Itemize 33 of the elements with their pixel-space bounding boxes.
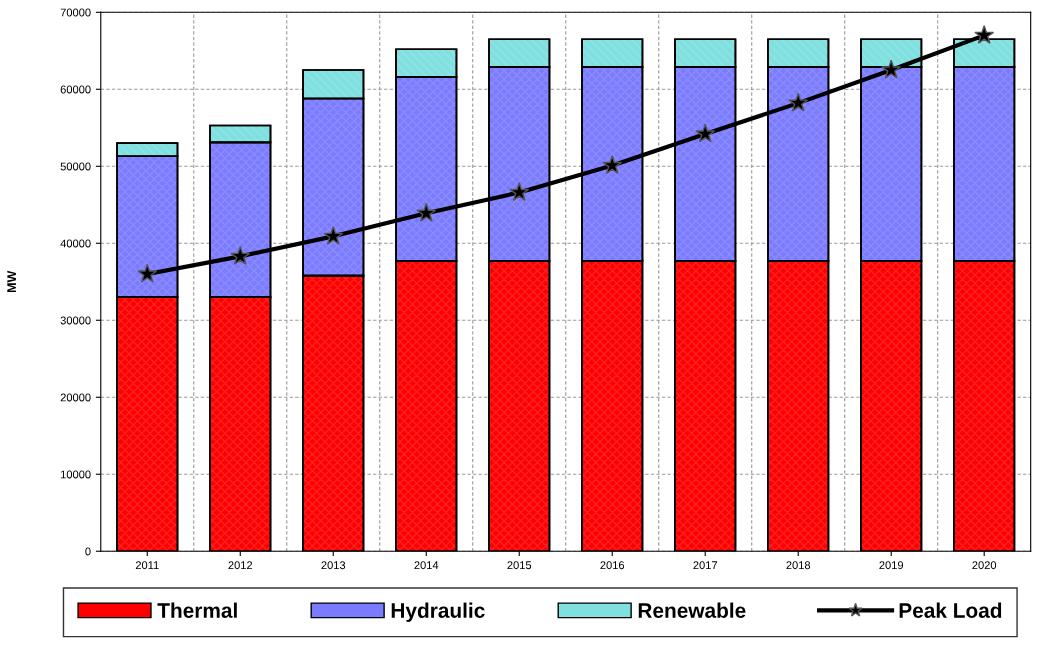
y-tick-label: 20000 <box>60 393 91 402</box>
legend-label: Hydraulic <box>391 602 485 622</box>
y-tick-label: 60000 <box>60 85 91 94</box>
y-tick-label: 50000 <box>60 162 91 171</box>
y-tick-label: 30000 <box>60 316 91 325</box>
point <box>602 155 623 175</box>
x-tick-label: 2016 <box>600 561 625 570</box>
legend-label: Renewable <box>638 602 746 618</box>
y-tick-label: 10000 <box>61 470 91 479</box>
point <box>695 123 716 143</box>
point <box>974 24 995 44</box>
point <box>323 225 344 245</box>
legend-label: Thermal <box>157 602 237 618</box>
x-tick-label: 2014 <box>414 561 439 570</box>
y-tick-label: 40000 <box>60 239 91 248</box>
point <box>788 92 809 112</box>
x-tick-label: 2013 <box>321 561 346 570</box>
x-tick-label: 2011 <box>135 561 159 570</box>
y-tick-label: 0 <box>85 547 91 556</box>
point <box>416 202 437 222</box>
x-tick-label: 2017 <box>693 561 718 570</box>
legend-label: Peak Load <box>899 602 1002 618</box>
point <box>137 263 158 283</box>
y-tick-label: 70000 <box>60 8 91 17</box>
x-tick-label: 2012 <box>228 561 253 570</box>
point <box>881 59 902 79</box>
point <box>230 245 251 265</box>
y-axis-title: MW <box>7 270 16 293</box>
x-tick-label: 2019 <box>879 561 904 570</box>
point <box>509 182 530 202</box>
x-tick-label: 2020 <box>972 561 997 570</box>
x-tick-label: 2018 <box>786 561 811 570</box>
x-tick-label: 2015 <box>507 561 532 570</box>
